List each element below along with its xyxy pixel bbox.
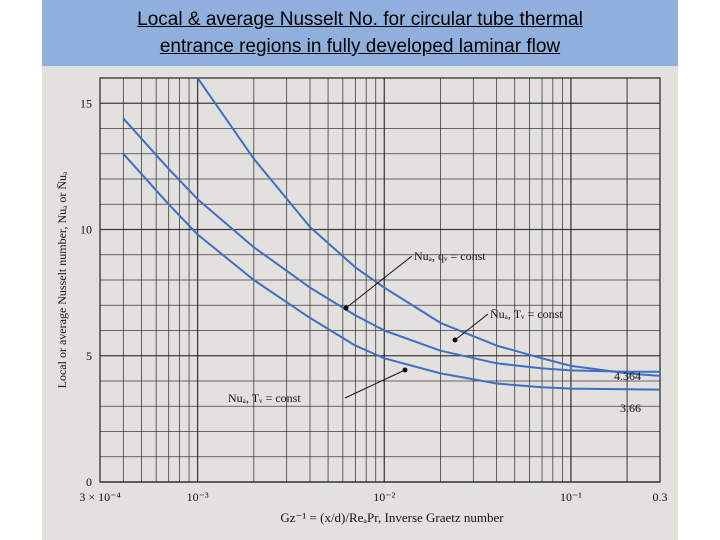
annotation-label: N̄uₐ, Tᵥ = const [490, 307, 563, 321]
annotation-arrowhead [402, 367, 408, 373]
series-line-2 [122, 117, 661, 373]
x-tick-label: 10⁻² [373, 490, 395, 504]
x-tick-label: 0.3 [653, 490, 668, 504]
asymptote-label-366: 3.66 [620, 401, 641, 415]
annotation-label: Nuₐ, Tᵥ = const [228, 391, 301, 405]
annotation-arrow [344, 369, 406, 399]
slide-title: Local & average Nusselt No. for circular… [42, 0, 678, 66]
chart-curves [122, 77, 661, 391]
y-tick-label: 15 [80, 96, 92, 110]
annotation-label: Nuₐ, qᵥ = const [414, 249, 486, 263]
series-line-3 [122, 153, 661, 391]
slide-title-line-2: entrance regions in fully developed lami… [159, 36, 561, 57]
y-tick-label: 0 [86, 475, 92, 489]
x-tick-label: 10⁻¹ [560, 490, 582, 504]
annotation-arrowhead [343, 305, 349, 311]
x-tick-label: 10⁻³ [187, 490, 209, 504]
annotation-arrowhead [452, 337, 458, 343]
y-tick-label: 5 [86, 349, 92, 363]
chart-annotations: Nuₐ, qᵥ = const N̄uₐ, Tᵥ = const Nuₐ, Tᵥ =… [228, 249, 641, 415]
asymptote-label-4364: 4.364 [614, 369, 641, 383]
chart-tick-labels: 3 × 10⁻⁴ 10⁻³ 10⁻² 10⁻¹ 0.3 0 5 10 15 [79, 96, 667, 504]
x-tick-label: 3 × 10⁻⁴ [79, 490, 120, 504]
x-axis-label: Gz⁻¹ = (x/d)/ReₐPr, Inverse Graetz numbe… [280, 510, 504, 525]
chart-grid [99, 77, 661, 483]
annotation-arrow [454, 313, 489, 341]
y-tick-label: 10 [80, 223, 92, 237]
series-line-1 [196, 77, 661, 377]
annotation-arrow [345, 255, 413, 309]
slide-title-line-1: Local & average Nusselt No. for circular… [137, 9, 583, 30]
y-axis-label: Local or average Nusselt number, Nuₐ or … [55, 171, 69, 388]
